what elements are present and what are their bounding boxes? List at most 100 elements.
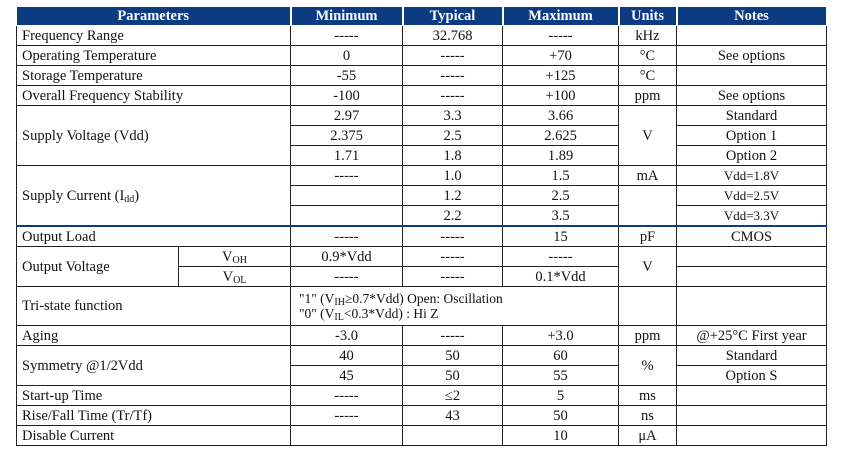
table-row: Rise/Fall Time (Tr/Tf) ----- 43 50 ns	[16, 405, 827, 426]
cell-max: 1.89	[502, 145, 619, 166]
cell-typ: -----	[402, 65, 503, 86]
cell-note: See options	[676, 45, 827, 66]
table-row: Overall Frequency Stability -100 ----- +…	[16, 85, 827, 106]
cell-typ: -----	[402, 225, 503, 247]
cell-unit: μA	[618, 425, 677, 446]
cell-typ: 32.768	[402, 25, 503, 46]
cell-min: -55	[290, 65, 403, 86]
cell-typ: 50	[402, 345, 503, 366]
param-symmetry: Symmetry @1/2Vdd	[16, 345, 291, 386]
cell-unit: V	[618, 105, 677, 166]
cell-typ: -----	[402, 266, 503, 287]
table-row: Supply Current (Idd) ----- 1.0 1.5 mA Vd…	[16, 165, 827, 227]
cell-unit-empty	[618, 185, 677, 227]
tri-state-line-1: "1" (VIH≥0.7*Vdd) Open: Oscillation	[299, 291, 615, 308]
cell-max: +3.0	[502, 325, 619, 346]
cell-max: 55	[502, 365, 619, 386]
tri-line2-sub: IL	[334, 312, 344, 323]
table-row: 45 50 55 Option S	[17, 365, 827, 386]
param-label-end: )	[134, 187, 140, 204]
cell-max: 60	[502, 345, 619, 366]
cell-min: -----	[290, 266, 403, 287]
cell-min: 2.97	[290, 105, 403, 126]
cell-note: Option S	[676, 365, 827, 386]
cell-min: 40	[290, 345, 403, 366]
param-supply-current: Supply Current (Idd)	[16, 165, 291, 227]
cell-min: -----	[290, 25, 403, 46]
tri-line1-b: ≥0.7*Vdd) Open: Oscillation	[344, 291, 503, 306]
table-row: Frequency Range ----- 32.768 ----- kHz	[16, 25, 827, 46]
vol-subscript: OL	[233, 274, 247, 286]
table-row: VOL ----- ----- 0.1*Vdd	[17, 266, 827, 287]
specifications-table: Parameters Minimum Typical Maximum Units…	[16, 6, 828, 446]
cell-max: 1.5	[502, 165, 619, 186]
cell-note: Option 2	[676, 145, 827, 166]
cell-unit: pF	[618, 225, 677, 247]
param-output-voltage: Output Voltage	[16, 246, 179, 287]
cell-typ	[402, 425, 503, 446]
table-row: Output Load ----- ----- 15 pF CMOS	[16, 225, 827, 247]
table-row: Tri-state function "1" (VIH≥0.7*Vdd) Ope…	[16, 286, 827, 326]
cell-min	[290, 185, 403, 206]
cell-typ: 43	[402, 405, 503, 426]
cell-min	[290, 425, 403, 446]
table-row: Symmetry @1/2Vdd 40 50 60 % Standard	[16, 345, 827, 386]
cell-typ: 50	[402, 365, 503, 386]
tri-line1-sub: IH	[334, 297, 345, 308]
param-frequency-stability: Overall Frequency Stability	[16, 85, 291, 106]
cell-max: 5	[502, 385, 619, 406]
param-rise-fall-time: Rise/Fall Time (Tr/Tf)	[16, 405, 291, 426]
tri-line1-a: "1" (V	[299, 291, 335, 306]
cell-note	[676, 25, 827, 46]
cell-min: -100	[290, 85, 403, 106]
cell-unit: ppm	[618, 85, 677, 106]
tri-line2-b: <0.3*Vdd) : Hi Z	[343, 306, 439, 321]
cell-note: Vdd=2.5V	[676, 185, 827, 206]
cell-note	[676, 405, 827, 426]
cell-typ: -----	[402, 246, 503, 267]
cell-min: -----	[290, 225, 403, 247]
cell-unit: ns	[618, 405, 677, 426]
cell-unit: kHz	[618, 25, 677, 46]
param-output-load: Output Load	[16, 225, 291, 247]
param-disable-current: Disable Current	[16, 425, 291, 446]
cell-typ: -----	[402, 45, 503, 66]
cell-note: Standard	[676, 105, 827, 126]
cell-typ: 2.5	[402, 125, 503, 146]
table-row: Operating Temperature 0 ----- +70 °C See…	[16, 45, 827, 66]
cell-note: Option 1	[676, 125, 827, 146]
param-aging: Aging	[16, 325, 291, 346]
header-maximum: Maximum	[502, 6, 620, 26]
cell-note-empty	[676, 286, 827, 326]
param-storage-temperature: Storage Temperature	[16, 65, 291, 86]
header-typical: Typical	[402, 6, 504, 26]
cell-unit: mA	[618, 165, 677, 186]
cell-unit: V	[618, 246, 677, 287]
cell-note	[676, 65, 827, 86]
cell-min: -----	[290, 385, 403, 406]
cell-max: -----	[502, 246, 619, 267]
cell-note	[676, 385, 827, 406]
cell-note: Vdd=3.3V	[676, 205, 827, 227]
cell-max: +125	[502, 65, 619, 86]
table-row: Start-up Time ----- ≤2 5 ms	[16, 385, 827, 406]
param-tri-state: Tri-state function	[16, 286, 291, 326]
cell-note: CMOS	[676, 225, 827, 247]
table-row: Output Voltage VOH 0.9*Vdd ----- ----- V	[16, 246, 827, 287]
cell-unit: ppm	[618, 325, 677, 346]
cell-min	[290, 205, 403, 227]
tri-line2-a: "0" (V	[299, 306, 335, 321]
cell-max: 3.66	[502, 105, 619, 126]
cell-note: See options	[676, 85, 827, 106]
cell-typ: 1.8	[402, 145, 503, 166]
cell-max: +70	[502, 45, 619, 66]
cell-typ: 3.3	[402, 105, 503, 126]
cell-min: 0.9*Vdd	[290, 246, 403, 267]
cell-typ: ≤2	[402, 385, 503, 406]
table-row: Aging -3.0 ----- +3.0 ppm @+25°C First y…	[16, 325, 827, 346]
table-row: Storage Temperature -55 ----- +125 °C	[16, 65, 827, 86]
param-label: Supply Current (I	[22, 187, 125, 204]
cell-unit: %	[618, 345, 677, 386]
cell-max: 10	[502, 425, 619, 446]
cell-max: -----	[502, 25, 619, 46]
